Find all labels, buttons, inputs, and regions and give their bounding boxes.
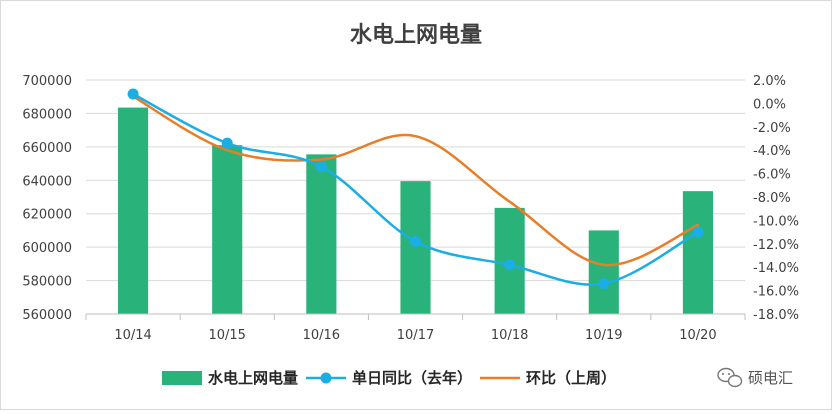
bar xyxy=(306,154,337,314)
legend-item: 水电上网电量 xyxy=(162,369,298,387)
legend: 水电上网电量 单日同比（去年） 环比（上周） xyxy=(162,369,616,387)
x-tick-label: 10/17 xyxy=(397,328,434,343)
right-tick-label: -16.0% xyxy=(753,285,799,300)
legend-label: 水电上网电量 xyxy=(208,369,298,387)
wechat-icon xyxy=(717,367,743,388)
bar xyxy=(682,191,713,314)
left-axis: 560000 580000 600000 620000 640000 660000 6800… xyxy=(22,74,72,323)
right-tick-label: -12.0% xyxy=(753,238,799,253)
x-axis: 10/14 10/15 10/16 10/17 10/18 10/19 10/20 xyxy=(85,313,746,343)
right-tick-label: -4.0% xyxy=(753,144,791,159)
legend-swatch xyxy=(162,371,202,385)
left-tick-label: 700000 xyxy=(22,74,72,89)
line-marker xyxy=(598,278,610,290)
x-tick-label: 10/14 xyxy=(114,328,151,343)
left-tick-label: 600000 xyxy=(22,241,72,256)
bar xyxy=(400,181,431,314)
line-marker xyxy=(127,88,139,100)
bar xyxy=(212,145,243,314)
x-tick-label: 10/18 xyxy=(491,328,528,343)
right-tick-label: -18.0% xyxy=(753,308,799,323)
series-line xyxy=(131,95,700,267)
line-marker xyxy=(410,235,421,247)
legend-label: 环比（上周） xyxy=(526,369,616,387)
bar xyxy=(588,230,619,314)
legend-marker xyxy=(320,372,332,384)
right-tick-label: -10.0% xyxy=(753,214,799,229)
left-tick-label: 560000 xyxy=(22,308,72,323)
legend-label: 单日同比（去年） xyxy=(352,369,472,387)
left-tick-label: 580000 xyxy=(22,275,72,290)
right-tick-label: -6.0% xyxy=(753,168,791,183)
chart-title: 水电上网电量 xyxy=(350,23,482,48)
x-tick-label: 10/15 xyxy=(208,328,245,343)
right-axis: -18.0% -16.0% -14.0% -12.0% -10.0% -8.0% -6.0%… xyxy=(753,74,799,323)
bars xyxy=(118,107,713,314)
right-tick-label: -8.0% xyxy=(753,191,791,206)
x-tick-label: 10/20 xyxy=(679,328,716,343)
line-marker xyxy=(504,259,516,271)
left-tick-label: 660000 xyxy=(22,141,72,156)
line-marker xyxy=(692,226,704,238)
x-tick-label: 10/16 xyxy=(303,328,340,343)
bar xyxy=(118,107,149,314)
watermark-text: 硕电汇 xyxy=(748,369,793,387)
left-tick-label: 640000 xyxy=(22,174,72,189)
legend-item: 单日同比（去年） xyxy=(306,369,472,387)
line-marker xyxy=(221,137,233,149)
line-marker xyxy=(315,161,327,173)
lines xyxy=(127,88,704,290)
x-tick-label: 10/19 xyxy=(585,328,622,343)
right-tick-label: -2.0% xyxy=(753,121,791,136)
legend-item: 环比（上周） xyxy=(480,369,616,387)
right-tick-label: 0.0% xyxy=(753,97,786,112)
right-tick-label: 2.0% xyxy=(753,74,786,89)
left-tick-label: 680000 xyxy=(22,107,72,122)
left-tick-label: 620000 xyxy=(22,208,72,223)
watermark: 硕电汇 xyxy=(717,367,793,388)
right-tick-label: -14.0% xyxy=(753,261,799,276)
